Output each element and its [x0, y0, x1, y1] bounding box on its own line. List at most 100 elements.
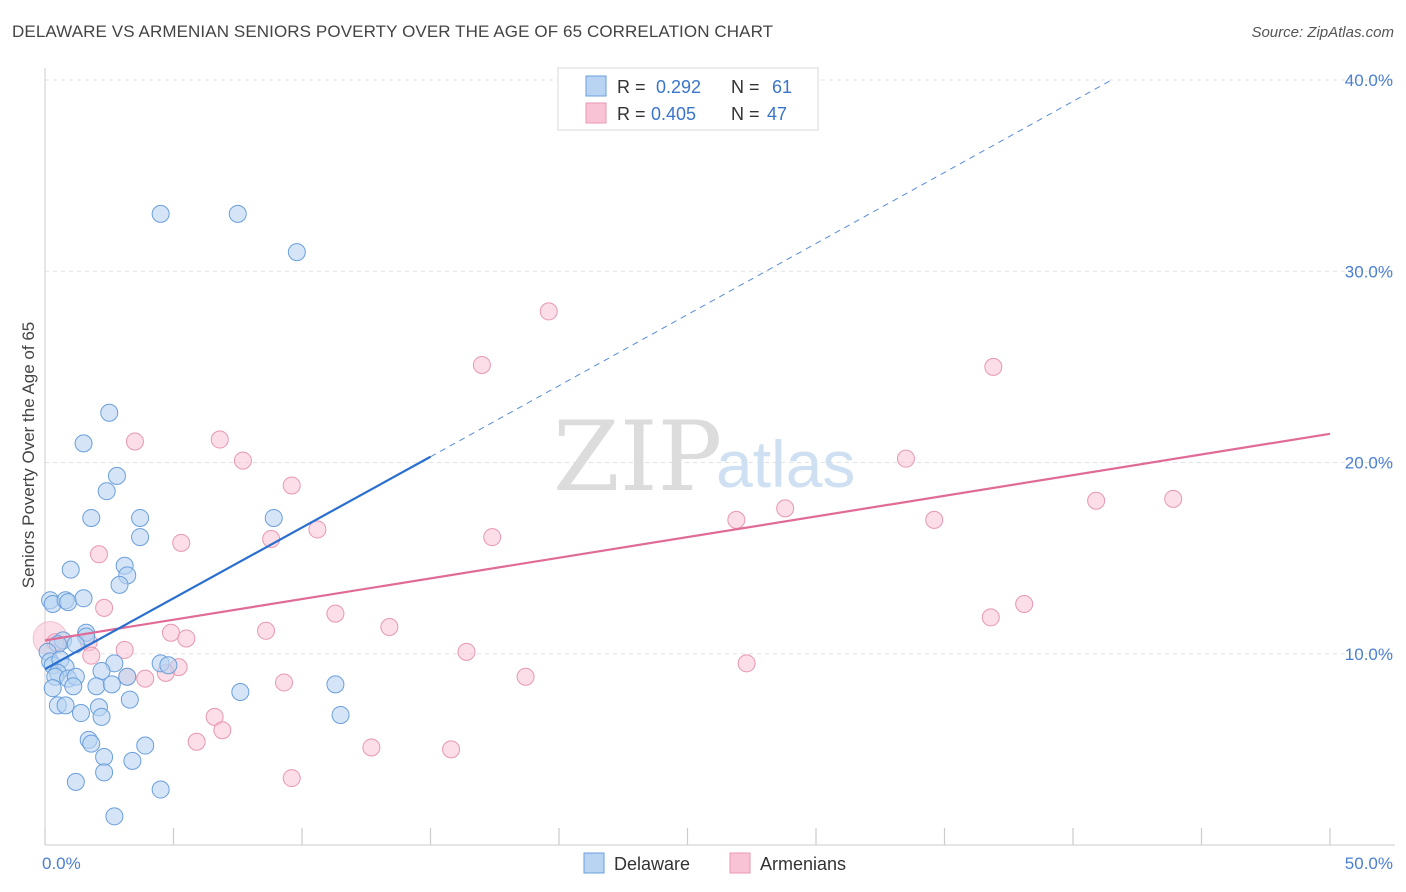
legend-r-label-1: R =: [617, 77, 646, 97]
delaware-point: [43, 679, 62, 698]
delaware-point: [110, 575, 129, 594]
delaware-point: [64, 677, 83, 696]
armenians-point: [925, 510, 944, 529]
armenians-point: [362, 738, 381, 757]
armenians-point: [210, 430, 229, 449]
armenians-point: [737, 654, 756, 673]
delaware-point: [331, 705, 350, 724]
delaware-point: [87, 677, 106, 696]
armenians-point: [1015, 595, 1034, 614]
armenians-point: [984, 357, 1003, 376]
grid-lines: [45, 79, 1395, 655]
delaware-point: [100, 403, 119, 422]
delaware-point: [92, 707, 111, 726]
armenians-point: [257, 621, 276, 640]
legend-n-value-1: 61: [772, 77, 792, 97]
delaware-point: [74, 434, 93, 453]
bottom-legend: Delaware Armenians: [583, 852, 846, 874]
delaware-point: [61, 560, 80, 579]
tick-labels: 10.0% 20.0% 30.0% 40.0% 0.0% 50.0%: [42, 71, 1393, 873]
bottom-legend-delaware: Delaware: [614, 854, 690, 874]
source-note: Source: ZipAtlas.com: [1251, 24, 1394, 41]
x-tick-label-min: 0.0%: [42, 854, 81, 873]
armenians-point: [776, 499, 795, 518]
y-tick-label: 40.0%: [1345, 71, 1393, 90]
legend-r-value-1: 0.292: [656, 77, 701, 97]
armenians-point: [483, 528, 502, 547]
armenians-point: [442, 740, 461, 759]
armenians-point: [727, 510, 746, 529]
legend-r-value-2: 0.405: [651, 104, 696, 124]
y-tick-label: 10.0%: [1345, 645, 1393, 664]
delaware-points: [38, 204, 350, 826]
delaware-point: [56, 696, 75, 715]
trend-lines: [44, 79, 1331, 671]
y-axis-label: Seniors Poverty Over the Age of 65: [19, 322, 38, 588]
delaware-point: [151, 204, 170, 223]
armenians-point: [205, 707, 224, 726]
legend-r-label-2: R =: [617, 104, 646, 124]
armenians-point: [1087, 491, 1106, 510]
armenians-point: [539, 302, 558, 321]
armenians-point: [380, 617, 399, 636]
armenians-point: [187, 732, 206, 751]
armenians-point: [282, 769, 301, 788]
delaware-trend-line: [44, 455, 432, 671]
y-tick-label: 20.0%: [1345, 454, 1393, 473]
delaware-point: [107, 466, 126, 485]
delaware-point: [102, 675, 121, 694]
delaware-point: [131, 528, 150, 547]
armenians-point: [115, 640, 134, 659]
bottom-legend-armenians: Armenians: [760, 854, 846, 874]
armenians-points: [32, 302, 1183, 788]
armenians-point: [82, 646, 101, 665]
armenians-point: [275, 673, 294, 692]
armenians-trend-line: [44, 432, 1331, 642]
armenians-point: [516, 667, 535, 686]
armenians-point: [1164, 489, 1183, 508]
watermark-atlas: atlas: [716, 427, 855, 501]
armenians-point: [233, 451, 252, 470]
armenians-point: [981, 608, 1000, 627]
x-tick-label-max: 50.0%: [1345, 854, 1393, 873]
armenians-point: [282, 476, 301, 495]
delaware-point: [95, 748, 114, 767]
armenians-point: [472, 355, 491, 374]
delaware-point: [159, 656, 178, 675]
legend-swatch-delaware: [585, 75, 607, 97]
axes: [44, 68, 1395, 846]
armenians-point: [177, 629, 196, 648]
delaware-point: [120, 690, 139, 709]
delaware-point: [228, 204, 247, 223]
armenians-point: [213, 721, 232, 740]
legend-swatch-armenians: [585, 102, 607, 124]
delaware-point: [97, 482, 116, 501]
watermark-zip: ZIP: [553, 401, 722, 513]
delaware-trend-extension: [430, 79, 1112, 458]
bottom-legend-swatch-delaware: [583, 852, 605, 874]
armenians-point: [125, 432, 144, 451]
armenians-point: [896, 449, 915, 468]
delaware-point: [66, 635, 85, 654]
chart-title: DELAWARE VS ARMENIAN SENIORS POVERTY OVE…: [12, 22, 774, 41]
delaware-point: [231, 683, 250, 701]
delaware-point: [105, 807, 124, 826]
delaware-point: [82, 508, 101, 527]
delaware-point: [59, 593, 78, 612]
delaware-point: [66, 772, 85, 791]
armenians-point: [308, 520, 327, 539]
armenians-point: [136, 669, 155, 688]
delaware-point: [136, 736, 155, 755]
armenians-point: [161, 623, 180, 642]
armenians-point: [457, 642, 476, 661]
delaware-point: [287, 243, 306, 262]
delaware-point: [74, 589, 93, 608]
armenians-point: [95, 598, 114, 617]
y-tick-label: 30.0%: [1345, 262, 1393, 281]
delaware-point: [71, 704, 90, 723]
delaware-point: [264, 508, 283, 527]
legend-n-label-2: N =: [731, 104, 760, 124]
delaware-point: [95, 763, 114, 782]
delaware-point: [123, 751, 142, 770]
armenians-point: [89, 545, 108, 564]
